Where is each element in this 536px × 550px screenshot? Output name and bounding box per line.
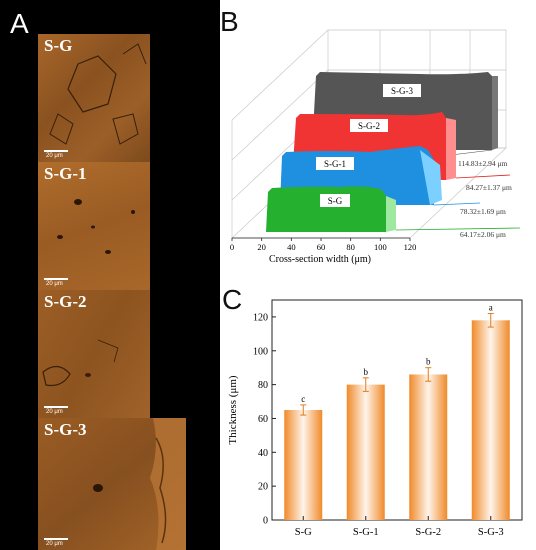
microscopy-panel: A S-G 20 μm S-G-1 20 μm S-G-2: [0, 0, 220, 550]
profile-s-g-3-side: [492, 76, 498, 150]
x-ticks: 0 20 40 60 80 100 120: [230, 238, 417, 252]
scale-label: 20 μm: [46, 281, 63, 287]
y-tick-label: 0: [263, 516, 268, 527]
image-label: S-G: [44, 36, 73, 55]
profile-s-g-1-side: [420, 150, 442, 205]
image-s-g: S-G 20 μm: [38, 34, 150, 162]
plot-frame: [271, 299, 523, 521]
scale-label: 20 μm: [46, 153, 63, 159]
bar: [409, 374, 448, 520]
x-tick-label: S-G-1: [353, 527, 379, 538]
surface-texture: [49, 43, 147, 145]
bar: [471, 320, 510, 520]
label-s-g-2: S-G-2: [358, 121, 380, 131]
panel-a-letter: A: [10, 8, 29, 39]
y-tick-label: 120: [253, 312, 268, 323]
y-tick-label: 80: [258, 380, 268, 391]
y-ticks: 0 20 40 60 80 100 120: [253, 312, 276, 527]
x-tick-label: S-G-2: [415, 527, 441, 538]
label-s-g: S-G: [328, 196, 343, 206]
y-axis-label: Thickness (μm): [227, 375, 239, 444]
x-tick-label: 100: [374, 242, 387, 252]
y-tick-label: 60: [258, 414, 268, 425]
profile-s-g-side: [386, 196, 396, 232]
label-box-s-g-3: [383, 84, 421, 97]
surface-texture: [93, 418, 186, 550]
x-tick-label: 120: [404, 242, 417, 252]
image-label: S-G-2: [44, 292, 87, 311]
scale-bar: [44, 150, 68, 152]
y-tick-label: 20: [258, 482, 268, 493]
x-tick-label: 40: [287, 242, 296, 252]
value-s-g: 64.17±2.06 μm: [460, 230, 506, 239]
x-tick-label: S-G: [295, 527, 312, 538]
significance-letter: b: [426, 357, 431, 367]
y-tick-label: 40: [258, 448, 268, 459]
profile-s-g-2-side: [446, 118, 456, 180]
image-s-g-3: S-G-3 20 μm: [38, 418, 186, 550]
significance-letter: b: [364, 367, 369, 377]
scale-bar: [44, 278, 68, 280]
x-tick-label: 80: [346, 242, 355, 252]
surface-texture: [57, 199, 135, 254]
image-label: S-G-1: [44, 164, 87, 183]
image-s-g-2: S-G-2 20 μm: [38, 290, 150, 418]
value-s-g-1: 78.32±1.69 μm: [460, 207, 506, 216]
y-tick-label: 100: [253, 346, 268, 357]
bar: [346, 384, 385, 520]
x-tick-label: 20: [257, 242, 266, 252]
label-s-g-1: S-G-1: [324, 159, 346, 169]
bars: c b b a: [284, 303, 510, 520]
label-box-s-g-1: [316, 157, 354, 170]
value-s-g-2: 84.27±1.37 μm: [466, 183, 512, 192]
significance-letter: c: [301, 394, 305, 404]
x-axis-label: Cross-section width (μm): [269, 254, 371, 265]
profile-s-g-1-base: [433, 202, 481, 206]
profile-s-g: [266, 186, 386, 232]
profile-3d-chart: S-G-3 S-G-2 S-G-1 S-G 114.83±2.94 μm 84.…: [230, 29, 521, 265]
profile-s-g-2-base: [455, 174, 511, 179]
x-tick-label: 60: [317, 242, 326, 252]
label-box-s-g: [320, 194, 350, 207]
significance-letter: a: [489, 303, 493, 313]
x-tick-label: 0: [230, 242, 234, 252]
scale-bar: [44, 538, 68, 540]
image-label: S-G-3: [44, 420, 87, 439]
image-s-g-1: S-G-1 20 μm: [38, 162, 150, 290]
panel-c-letter: C: [222, 284, 243, 315]
label-s-g-3: S-G-3: [391, 86, 413, 96]
scale-label: 20 μm: [46, 541, 63, 547]
x-ticks: S-G S-G-1 S-G-2 S-G-3: [295, 516, 504, 538]
scale-bar: [44, 406, 68, 408]
value-s-g-3: 114.83±2.94 μm: [458, 159, 507, 168]
profile-s-g-base: [395, 227, 521, 231]
scale-label: 20 μm: [46, 409, 63, 415]
bar: [284, 410, 323, 520]
label-box-s-g-2: [350, 119, 388, 132]
panel-b-letter: B: [220, 6, 239, 37]
surface-texture: [42, 339, 119, 387]
x-tick-label: S-G-3: [478, 527, 504, 538]
